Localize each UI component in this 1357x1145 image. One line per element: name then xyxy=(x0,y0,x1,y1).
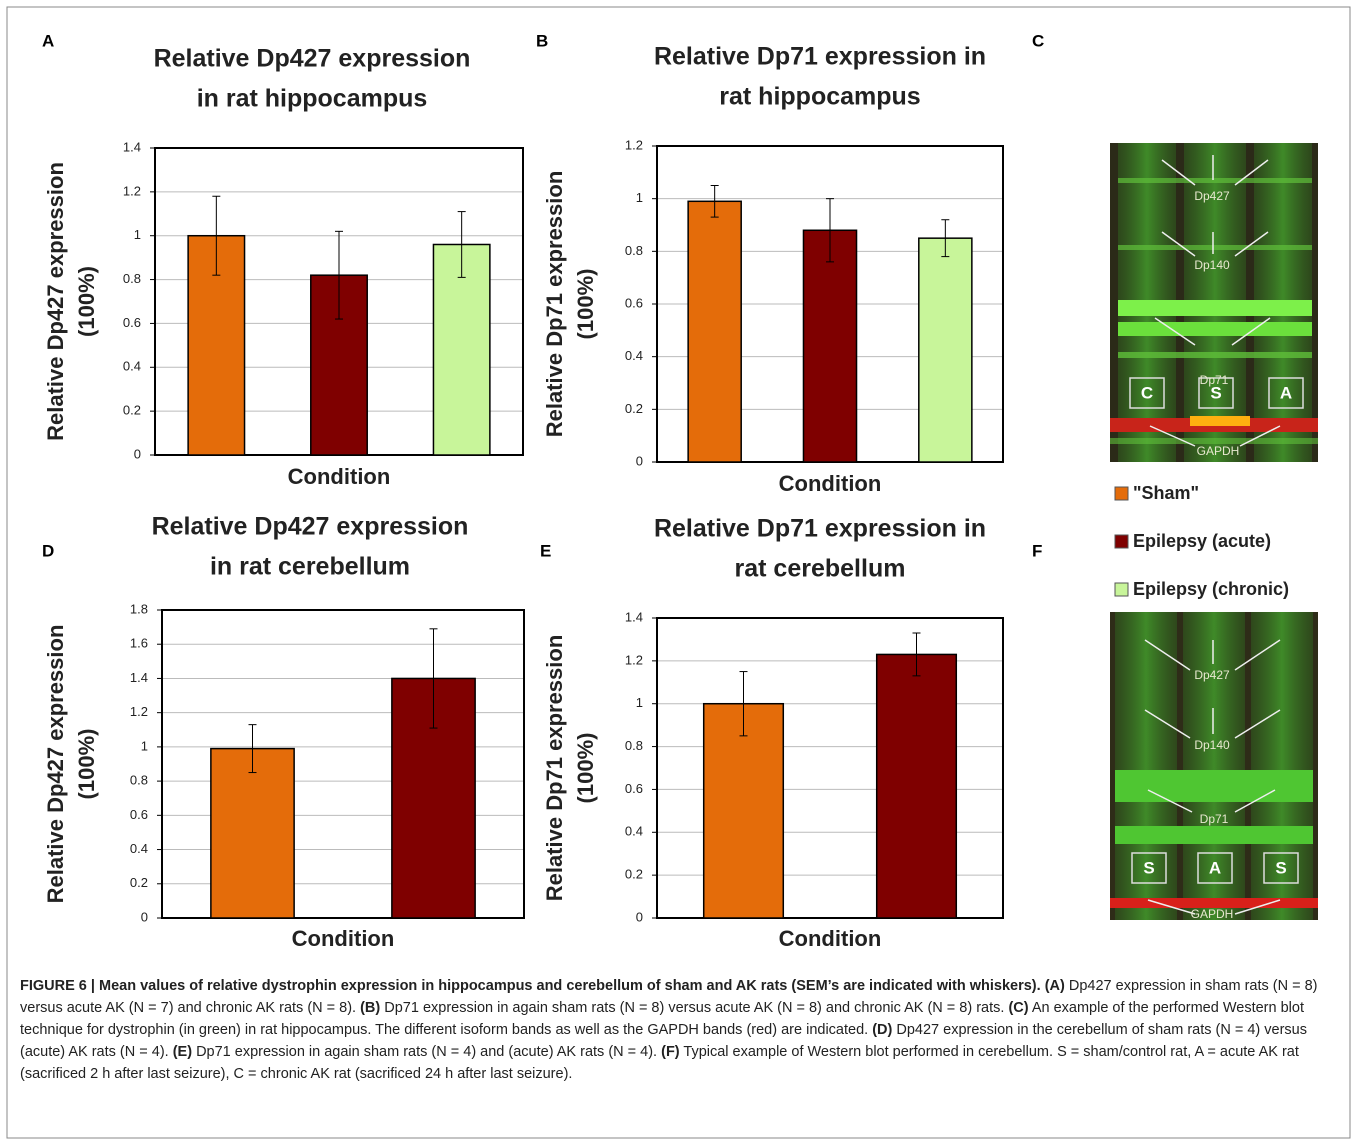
y-tick-label: 0.6 xyxy=(625,781,643,796)
caption-text: Dp71 expression in again sham rats (N = … xyxy=(380,1000,1008,1016)
y-tick-label: 1 xyxy=(141,738,148,753)
legend-label: Epilepsy (chronic) xyxy=(1133,579,1289,599)
y-tick-label: 1.2 xyxy=(130,704,148,719)
x-axis-label: Condition xyxy=(288,464,391,489)
blot-lane-label: S xyxy=(1143,858,1154,877)
blot-band-label: Dp427 xyxy=(1194,189,1230,203)
panel-letter: D xyxy=(42,541,54,560)
x-axis-label: Condition xyxy=(779,471,882,496)
panel-letter: C xyxy=(1032,31,1044,50)
chart-title: rat hippocampus xyxy=(719,83,920,111)
y-tick-label: 1 xyxy=(636,190,643,205)
caption: FIGURE 6 | Mean values of relative dystr… xyxy=(20,975,1338,1085)
y-tick-label: 0.6 xyxy=(625,295,643,310)
caption-label: (D) xyxy=(872,1022,892,1038)
y-tick-label: 0.2 xyxy=(123,403,141,418)
legend-label: Epilepsy (acute) xyxy=(1133,531,1271,551)
bar xyxy=(211,749,294,918)
y-axis-label: (100%) xyxy=(573,269,598,340)
bar xyxy=(877,654,957,918)
bar xyxy=(803,230,856,462)
y-tick-label: 0.8 xyxy=(625,738,643,753)
page: {"chart_data": [ {"type": "bar", "panel"… xyxy=(0,0,1357,1145)
chart-title: in rat hippocampus xyxy=(197,85,428,113)
caption-heading: FIGURE 6 | Mean values of relative dystr… xyxy=(20,978,1041,994)
caption-label: (A) xyxy=(1045,978,1065,994)
chart-title: rat cerebellum xyxy=(735,555,906,583)
figure: Dp427 Dp140 Dp71 GAPDH C S A Dp427 Dp140… xyxy=(0,0,1357,1145)
legend-swatch xyxy=(1115,583,1128,596)
caption-label: (B) xyxy=(360,1000,380,1016)
y-tick-label: 0.4 xyxy=(130,841,148,856)
blot-band-label: Dp140 xyxy=(1194,258,1230,272)
y-tick-label: 0 xyxy=(636,453,643,468)
blot-band-label: Dp140 xyxy=(1194,738,1230,752)
panel-letter: F xyxy=(1032,541,1042,560)
y-tick-label: 0.8 xyxy=(625,243,643,258)
blot-lane-label: A xyxy=(1209,858,1221,877)
y-axis-label: (100%) xyxy=(573,733,598,804)
y-tick-label: 1.8 xyxy=(130,601,148,616)
blot-band-label: GAPDH xyxy=(1197,444,1240,458)
y-tick-label: 1.4 xyxy=(123,139,141,154)
y-axis-label: Relative Dp71 expression xyxy=(542,635,567,902)
blot-lane-label: C xyxy=(1141,383,1153,402)
y-tick-label: 1.6 xyxy=(130,636,148,651)
blot-band-label: Dp427 xyxy=(1194,668,1230,682)
legend-label: "Sham" xyxy=(1133,483,1199,503)
y-tick-label: 0.4 xyxy=(625,824,643,839)
y-tick-label: 1.4 xyxy=(625,609,643,624)
y-tick-label: 1.4 xyxy=(130,670,148,685)
caption-label: (F) xyxy=(661,1044,680,1060)
chart-title: in rat cerebellum xyxy=(210,553,410,581)
y-tick-label: 0.6 xyxy=(123,315,141,330)
blot-lane-label: S xyxy=(1275,858,1286,877)
y-tick-label: 1.2 xyxy=(123,183,141,198)
y-tick-label: 0.2 xyxy=(625,401,643,416)
y-tick-label: 0 xyxy=(134,446,141,461)
y-tick-label: 0.8 xyxy=(130,773,148,788)
bar xyxy=(688,201,741,462)
y-tick-label: 1 xyxy=(636,695,643,710)
legend-swatch xyxy=(1115,535,1128,548)
y-tick-label: 1.2 xyxy=(625,137,643,152)
legend-swatch xyxy=(1115,487,1128,500)
panel-letter: E xyxy=(540,541,551,560)
caption-label: (C) xyxy=(1008,1000,1028,1016)
caption-label: (E) xyxy=(173,1044,192,1060)
y-tick-label: 0.2 xyxy=(130,875,148,890)
blot-lane-label: S xyxy=(1210,383,1221,402)
x-axis-label: Condition xyxy=(779,926,882,951)
blot-band-label: Dp71 xyxy=(1200,812,1229,826)
bar xyxy=(919,238,972,462)
y-tick-label: 1.2 xyxy=(625,652,643,667)
chart-title: Relative Dp427 expression xyxy=(152,513,469,541)
chart-title: Relative Dp427 expression xyxy=(154,45,471,73)
y-tick-label: 0 xyxy=(141,909,148,924)
y-tick-label: 0.4 xyxy=(625,348,643,363)
y-tick-label: 0.2 xyxy=(625,867,643,882)
y-tick-label: 0.8 xyxy=(123,271,141,286)
y-tick-label: 1 xyxy=(134,227,141,242)
y-axis-label: (100%) xyxy=(74,266,99,337)
y-tick-label: 0.4 xyxy=(123,359,141,374)
panel-letter: B xyxy=(536,31,548,50)
y-tick-label: 0.6 xyxy=(130,807,148,822)
panel-letter: A xyxy=(42,31,54,50)
y-tick-label: 0 xyxy=(636,909,643,924)
chart-title: Relative Dp71 expression in xyxy=(654,43,986,71)
y-axis-label: Relative Dp71 expression xyxy=(542,171,567,438)
y-axis-label: Relative Dp427 expression xyxy=(43,625,68,904)
blot-lane-label: A xyxy=(1280,383,1292,402)
y-axis-label: (100%) xyxy=(74,729,99,800)
y-axis-label: Relative Dp427 expression xyxy=(43,162,68,441)
caption-text: Dp71 expression in again sham rats (N = … xyxy=(192,1044,661,1060)
blot-band-label: GAPDH xyxy=(1191,907,1234,921)
chart-title: Relative Dp71 expression in xyxy=(654,515,986,543)
x-axis-label: Condition xyxy=(292,926,395,951)
